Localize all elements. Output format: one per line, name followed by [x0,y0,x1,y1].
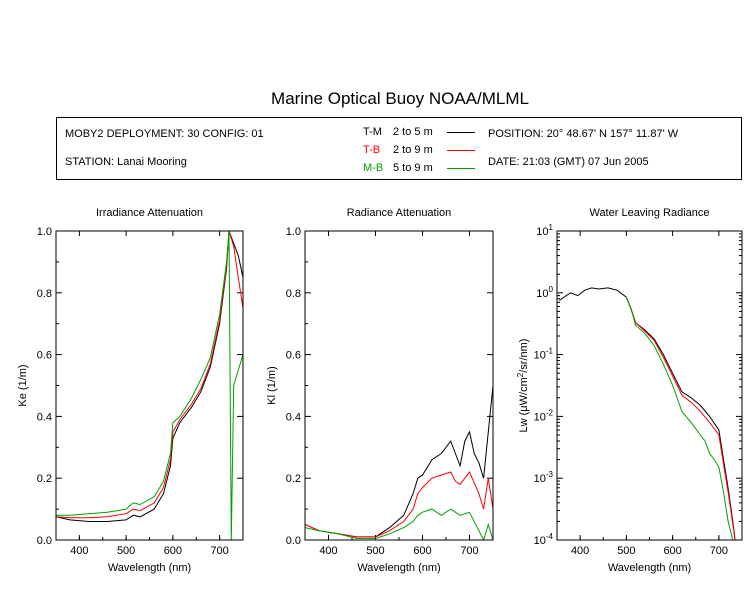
y-tick-label: 0.4 [286,411,301,423]
y-tick-label: 0.2 [37,473,52,485]
y-tick-label: 0.8 [286,288,301,300]
y-tick-label: 1.0 [286,226,301,238]
y-axis-label-part: Lw ( [518,411,530,432]
series-line-t-m [56,231,243,522]
y-tick-label: 10-1 [534,347,554,362]
series-line-m-b [625,297,734,540]
plot-frame [55,230,244,541]
y-tick-exp: -2 [546,408,554,417]
y-tick-label: 10-3 [534,470,554,485]
chart-panel-2: Radiance Attenuation Wavelength (nm) Kl (1… [266,207,494,574]
legend-swatch [447,168,475,169]
y-tick-label: 0.8 [37,288,52,300]
x-axis-label: Wavelength (nm) [608,562,691,574]
y-tick-label: 0.0 [37,535,52,547]
y-tick-label: 0.6 [286,350,301,362]
x-axis-label: Wavelength (nm) [357,562,440,574]
chart-title: Water Leaving Radiance [589,207,709,219]
y-tick-base: 10 [534,535,546,547]
x-tick-label: 700 [210,545,228,557]
x-tick-label: 700 [460,545,478,557]
series-line-t-m [559,287,736,540]
series-line-t-b [56,231,243,519]
x-tick-label: 500 [617,545,635,557]
date-text: DATE: 21:03 (GMT) 07 Jun 2005 [488,156,649,168]
y-tick-label: 0.0 [286,535,301,547]
y-tick-label: 101 [536,223,553,238]
y-tick-base: 10 [534,473,546,485]
figure-title: Marine Optical Buoy NOAA/MLML [271,89,529,108]
y-tick-base: 10 [536,226,548,238]
y-tick-exp: 0 [549,285,554,294]
legend-code: T-M [363,126,382,138]
y-tick-exp: -1 [546,347,554,356]
chart-title: Irradiance Attenuation [96,207,203,219]
plot-frame [304,230,494,541]
y-tick-exp: -4 [546,532,554,541]
x-tick-label: 400 [70,545,88,557]
chart-title: Radiance Attenuation [347,207,452,219]
station-text: STATION: Lanai Mooring [65,156,187,168]
legend-range: 2 to 9 m [393,144,433,156]
y-tick-label: 0.4 [37,411,52,423]
chart-panel-3: Water Leaving Radiance Wavelength (nm) Lw … [516,207,743,574]
y-axis-label: Kl (1/m) [266,366,278,405]
y-tick-label: 0.6 [37,350,52,362]
y-tick-label: 10-2 [534,408,554,423]
info-box: MOBY2 DEPLOYMENT: 30 CONFIG: 01 STATION:… [56,117,742,180]
x-tick-label: 600 [413,545,431,557]
x-tick-label: 500 [117,545,135,557]
y-axis-label-part: μ [518,405,530,411]
x-tick-label: 700 [710,545,728,557]
x-axis-label: Wavelength (nm) [108,562,191,574]
y-tick-base: 10 [536,288,548,300]
y-axis-label: Ke (1/m) [17,364,29,406]
y-tick-base: 10 [534,411,546,423]
legend-code: M-B [363,162,384,174]
x-tick-label: 600 [164,545,182,557]
chart-panel-1: Irradiance Attenuation Wavelength (nm) Ke … [17,207,244,574]
legend-code: T-B [363,144,381,156]
y-tick-label: 0.2 [286,473,301,485]
y-axis-label-part: 2 [516,372,525,377]
legend-swatch [447,150,475,151]
series-line-m-b [305,508,493,540]
y-tick-label: 10-4 [534,532,554,547]
plot-frame [556,230,743,541]
x-tick-label: 400 [319,545,337,557]
legend-swatch [447,132,475,133]
series-line-m-b [56,231,243,540]
y-tick-exp: 1 [549,223,554,232]
position-text: POSITION: 20° 48.67' N 157° 11.87' W [488,128,679,140]
y-tick-label: 1.0 [37,226,52,238]
y-tick-exp: -3 [546,470,554,479]
x-tick-label: 600 [663,545,681,557]
y-axis-label-part: /sr/nm) [518,339,530,373]
y-tick-label: 100 [536,285,553,300]
y-axis-label-part: W/cm [518,377,530,405]
series-line-t-b [305,471,493,538]
y-tick-base: 10 [534,350,546,362]
series-line-t-b [625,297,736,540]
deployment-text: MOBY2 DEPLOYMENT: 30 CONFIG: 01 [65,128,264,140]
y-axis-label: Lw (μW/cm2/sr/nm) [516,339,530,433]
legend-range: 2 to 5 m [393,126,433,138]
legend-range: 5 to 9 m [393,162,433,174]
x-tick-label: 400 [571,545,589,557]
x-tick-label: 500 [366,545,384,557]
